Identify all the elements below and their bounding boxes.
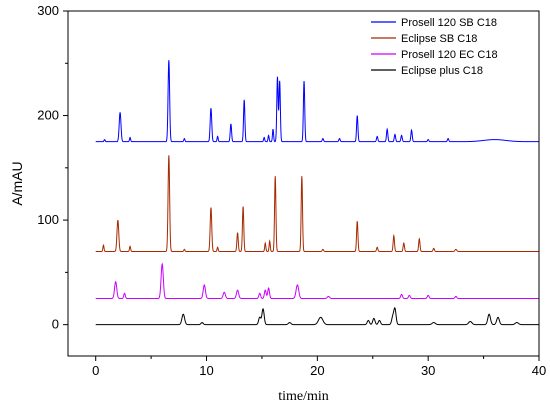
plot-frame: [67, 10, 540, 357]
y-tick-label: 300: [37, 3, 59, 18]
x-axis-title: time/min: [278, 389, 329, 404]
y-tick-label: 100: [37, 212, 59, 227]
x-axis: 0 10 20 30 40: [92, 356, 546, 378]
y-tick-label: 200: [37, 108, 59, 123]
y-axis: 0 100 200 300: [37, 3, 68, 332]
legend-label: Prosell 120 EC C18: [401, 49, 498, 61]
legend-label: Eclipse plus C18: [401, 65, 483, 77]
x-tick-label: 10: [199, 363, 213, 378]
plot-lines: [95, 60, 539, 326]
x-tick-label: 0: [92, 363, 99, 378]
y-axis-title: A/mAU: [9, 161, 25, 205]
x-tick-label: 20: [310, 363, 324, 378]
x-tick-label: 30: [421, 363, 435, 378]
legend-label: Eclipse SB C18: [401, 33, 477, 45]
series-line-2: [95, 155, 539, 252]
y-tick-label: 0: [52, 317, 59, 332]
series-line-3: [95, 262, 539, 299]
series-line-1: [95, 60, 539, 143]
legend: Prosell 120 SB C18 Eclipse SB C18 Prosell …: [371, 17, 498, 77]
series-line-4: [95, 307, 539, 326]
legend-label: Prosell 120 SB C18: [401, 17, 497, 29]
x-tick-label: 40: [532, 363, 546, 378]
